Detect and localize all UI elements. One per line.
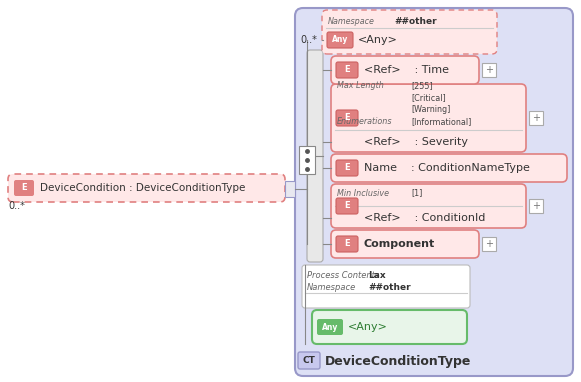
FancyBboxPatch shape <box>331 154 567 182</box>
Text: +: + <box>485 239 493 249</box>
FancyBboxPatch shape <box>331 56 479 84</box>
Text: Namespace: Namespace <box>328 18 375 26</box>
Text: ##other: ##other <box>394 18 437 26</box>
Text: Enumerations: Enumerations <box>337 118 393 126</box>
Text: <Ref>    : ConditionId: <Ref> : ConditionId <box>364 213 485 223</box>
Text: 0..*: 0..* <box>8 201 25 211</box>
FancyBboxPatch shape <box>298 352 320 369</box>
Text: CT: CT <box>303 356 315 365</box>
Text: E: E <box>21 183 27 193</box>
Bar <box>482 63 496 77</box>
Text: 0..*: 0..* <box>300 35 317 45</box>
Text: DeviceConditionType: DeviceConditionType <box>325 354 471 367</box>
Text: E: E <box>344 163 350 173</box>
Text: +: + <box>532 201 540 211</box>
Text: <Ref>    : Severity: <Ref> : Severity <box>364 137 468 147</box>
Text: ##other: ##other <box>368 283 411 293</box>
Text: [Critical]: [Critical] <box>411 94 446 102</box>
FancyBboxPatch shape <box>331 230 479 258</box>
Text: Process Contents: Process Contents <box>307 270 379 280</box>
Text: <Ref>    : Time: <Ref> : Time <box>364 65 449 75</box>
FancyBboxPatch shape <box>317 319 343 335</box>
FancyBboxPatch shape <box>312 310 467 344</box>
Text: Name    : ConditionNameType: Name : ConditionNameType <box>364 163 530 173</box>
FancyBboxPatch shape <box>336 198 358 214</box>
Text: E: E <box>344 113 350 123</box>
FancyBboxPatch shape <box>327 32 353 48</box>
Text: DeviceCondition : DeviceConditionType: DeviceCondition : DeviceConditionType <box>40 183 245 193</box>
Bar <box>529 199 543 213</box>
FancyBboxPatch shape <box>336 110 358 126</box>
Text: Any: Any <box>322 322 338 332</box>
FancyBboxPatch shape <box>331 84 526 152</box>
Text: Namespace: Namespace <box>307 283 356 293</box>
Text: E: E <box>344 65 350 74</box>
Text: Lax: Lax <box>368 270 386 280</box>
Text: +: + <box>532 113 540 123</box>
Text: Component: Component <box>364 239 435 249</box>
Text: <Any>: <Any> <box>348 322 388 332</box>
FancyBboxPatch shape <box>336 62 358 78</box>
FancyBboxPatch shape <box>8 174 285 202</box>
FancyBboxPatch shape <box>331 184 526 228</box>
Text: [Informational]: [Informational] <box>411 118 471 126</box>
Text: <Any>: <Any> <box>358 35 398 45</box>
FancyBboxPatch shape <box>336 160 358 176</box>
Text: Any: Any <box>332 36 348 44</box>
Bar <box>299 146 315 174</box>
Text: Min Inclusive: Min Inclusive <box>337 188 389 197</box>
Bar <box>285 181 295 197</box>
FancyBboxPatch shape <box>307 50 323 262</box>
FancyBboxPatch shape <box>322 10 497 54</box>
FancyBboxPatch shape <box>295 8 573 376</box>
Text: Max Length: Max Length <box>337 81 384 91</box>
Bar <box>529 111 543 125</box>
Text: [1]: [1] <box>411 188 422 197</box>
FancyBboxPatch shape <box>336 236 358 252</box>
Text: [255]: [255] <box>411 81 433 91</box>
Bar <box>482 237 496 251</box>
Text: E: E <box>344 201 350 210</box>
Text: E: E <box>344 240 350 249</box>
FancyBboxPatch shape <box>14 180 34 196</box>
Text: +: + <box>485 65 493 75</box>
FancyBboxPatch shape <box>302 265 470 308</box>
Text: [Warning]: [Warning] <box>411 105 450 115</box>
